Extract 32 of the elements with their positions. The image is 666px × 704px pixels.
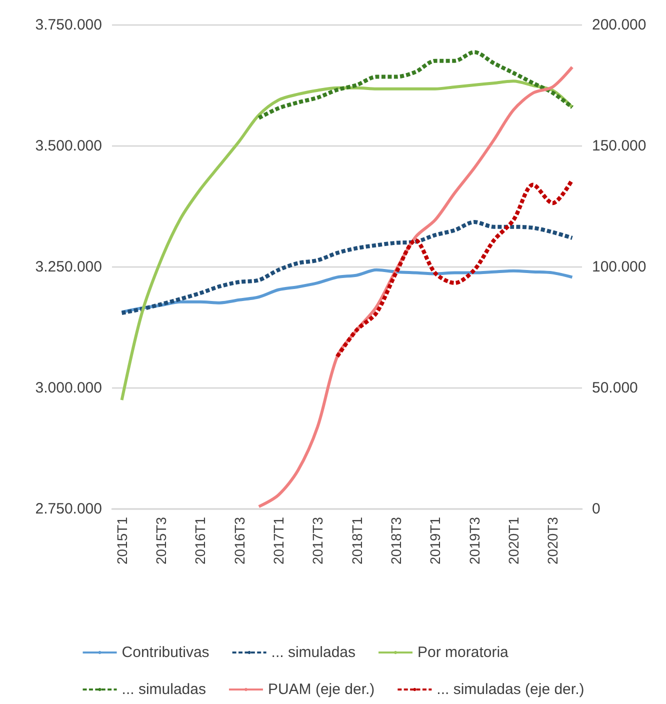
y2-tick-label: 100.000 <box>592 258 646 276</box>
x-tick-label: 2017T1 <box>270 516 286 564</box>
legend-label: PUAM (eje der.) <box>268 681 375 698</box>
y-tick-label: 3.250.000 <box>35 258 102 276</box>
line-series <box>335 178 574 359</box>
x-tick-label: 2016T1 <box>192 516 208 564</box>
y-tick-label: 3.750.000 <box>35 16 102 34</box>
y-tick-label: 3.000.000 <box>35 380 102 396</box>
legend-label: Contributivas <box>122 644 210 661</box>
y2-tick-label: 50.000 <box>592 380 638 396</box>
y-tick-label: 2.750.000 <box>35 500 102 518</box>
y2-tick-label: 200.000 <box>592 16 646 34</box>
x-tick-label: 2020T1 <box>505 516 522 564</box>
x-tick-label: 2018T3 <box>388 516 404 564</box>
y2-tick-label: 150.000 <box>592 138 646 154</box>
legend-label: ... simuladas <box>271 644 356 661</box>
line-series <box>120 220 574 315</box>
legend-label: ... simuladas (eje der.) <box>436 681 584 698</box>
x-tick-label: 2019T3 <box>466 516 482 564</box>
x-tick-label: 2015T1 <box>114 516 130 564</box>
x-tick-label: 2015T3 <box>152 516 169 564</box>
legend-label: ... simuladas <box>122 681 206 698</box>
x-tick-label: 2017T3 <box>310 516 326 564</box>
legend-label: Por moratoria <box>418 644 510 661</box>
line-series <box>120 80 574 402</box>
y2-tick-label: 0 <box>592 500 600 518</box>
line-series <box>256 50 574 120</box>
x-tick-label: 2020T3 <box>544 516 561 564</box>
y-tick-label: 3.500.000 <box>35 138 102 154</box>
x-tick-label: 2016T3 <box>231 516 248 564</box>
x-tick-label: 2019T1 <box>427 516 444 564</box>
x-tick-label: 2018T1 <box>348 516 365 564</box>
